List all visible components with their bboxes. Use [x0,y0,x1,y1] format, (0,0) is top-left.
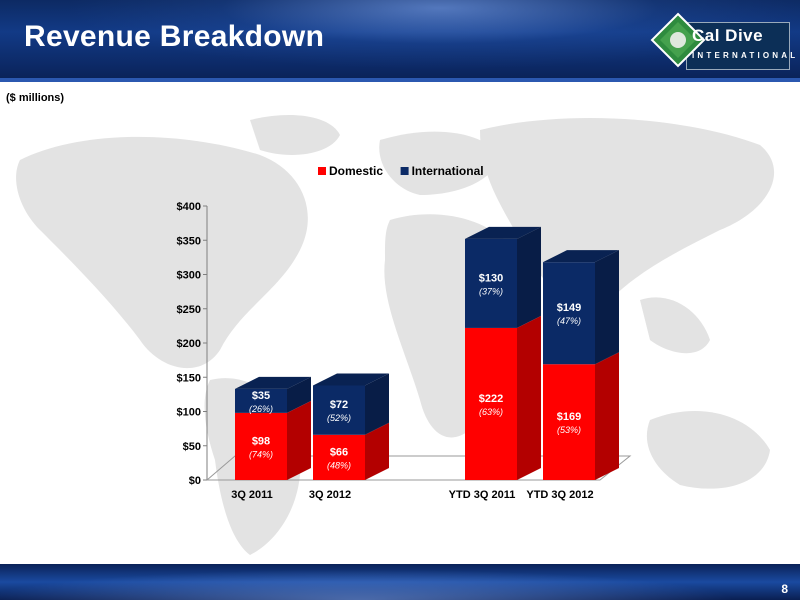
bar-side-face [365,373,389,435]
bar-side-face [517,315,541,480]
data-percent-label: (47%) [557,316,581,326]
data-percent-label: (52%) [327,413,351,423]
footer-bar [0,564,800,600]
y-tick-label: $100 [177,407,201,419]
bar-top-face [313,373,389,386]
page-title: Revenue Breakdown [24,20,325,53]
y-tick-label: $250 [177,304,201,316]
data-percent-label: (26%) [249,404,273,414]
data-value-label: $149 [557,302,581,314]
data-value-label: $72 [330,399,348,411]
logo-subtitle: INTERNATIONAL [692,51,799,60]
bar-top-face [465,226,541,239]
company-logo: Cal Dive INTERNATIONAL [648,12,795,74]
bar-side-face [287,400,311,480]
bar-segment [235,412,287,480]
y-tick-label: $50 [183,441,201,453]
legend-swatch [400,167,409,175]
legend-label: International [412,164,484,178]
data-percent-label: (63%) [479,407,503,417]
legend-swatch [318,167,326,175]
bar-segment [465,327,517,480]
bar-side-face [595,250,619,365]
bar-segment [313,434,365,480]
bar-top-face [235,376,311,389]
bar-side-face [287,376,311,413]
data-percent-label: (53%) [557,425,581,435]
bar-segment [313,385,365,435]
data-percent-label: (74%) [249,449,273,459]
bar-side-face [365,422,389,480]
y-tick-label: $150 [177,372,201,384]
x-tick-label: 3Q 2011 [231,489,273,501]
data-value-label: $130 [479,272,503,284]
data-value-label: $222 [479,393,503,405]
bar-top-face [543,250,619,263]
y-tick-label: $300 [177,270,201,282]
y-tick-label: $0 [189,475,201,487]
logo-diamond-icon [650,12,706,68]
data-value-label: $98 [252,435,270,447]
bar-segment [543,364,595,480]
data-value-label: $66 [330,446,348,458]
data-percent-label: (48%) [327,460,351,470]
data-percent-label: (37%) [479,286,503,296]
bar-segment [235,388,287,413]
header-divider [0,78,800,82]
footer-light-streak [0,564,800,600]
bar-segment [543,262,595,365]
x-tick-label: YTD 3Q 2011 [449,489,516,501]
units-label: ($ millions) [6,92,65,104]
logo-name: Cal Dive [692,26,764,45]
y-tick-label: $400 [177,201,201,213]
x-tick-label: YTD 3Q 2012 [526,489,593,501]
data-value-label: $169 [557,411,581,423]
data-value-label: $35 [252,390,270,402]
bar-segment [465,238,517,328]
y-tick-label: $200 [177,338,201,350]
legend-label: Domestic [329,164,383,178]
bar-side-face [595,352,619,480]
x-tick-label: 3Q 2012 [309,489,351,501]
y-tick-label: $350 [177,235,201,247]
bar-side-face [517,226,541,328]
page-number: 8 [781,582,788,596]
